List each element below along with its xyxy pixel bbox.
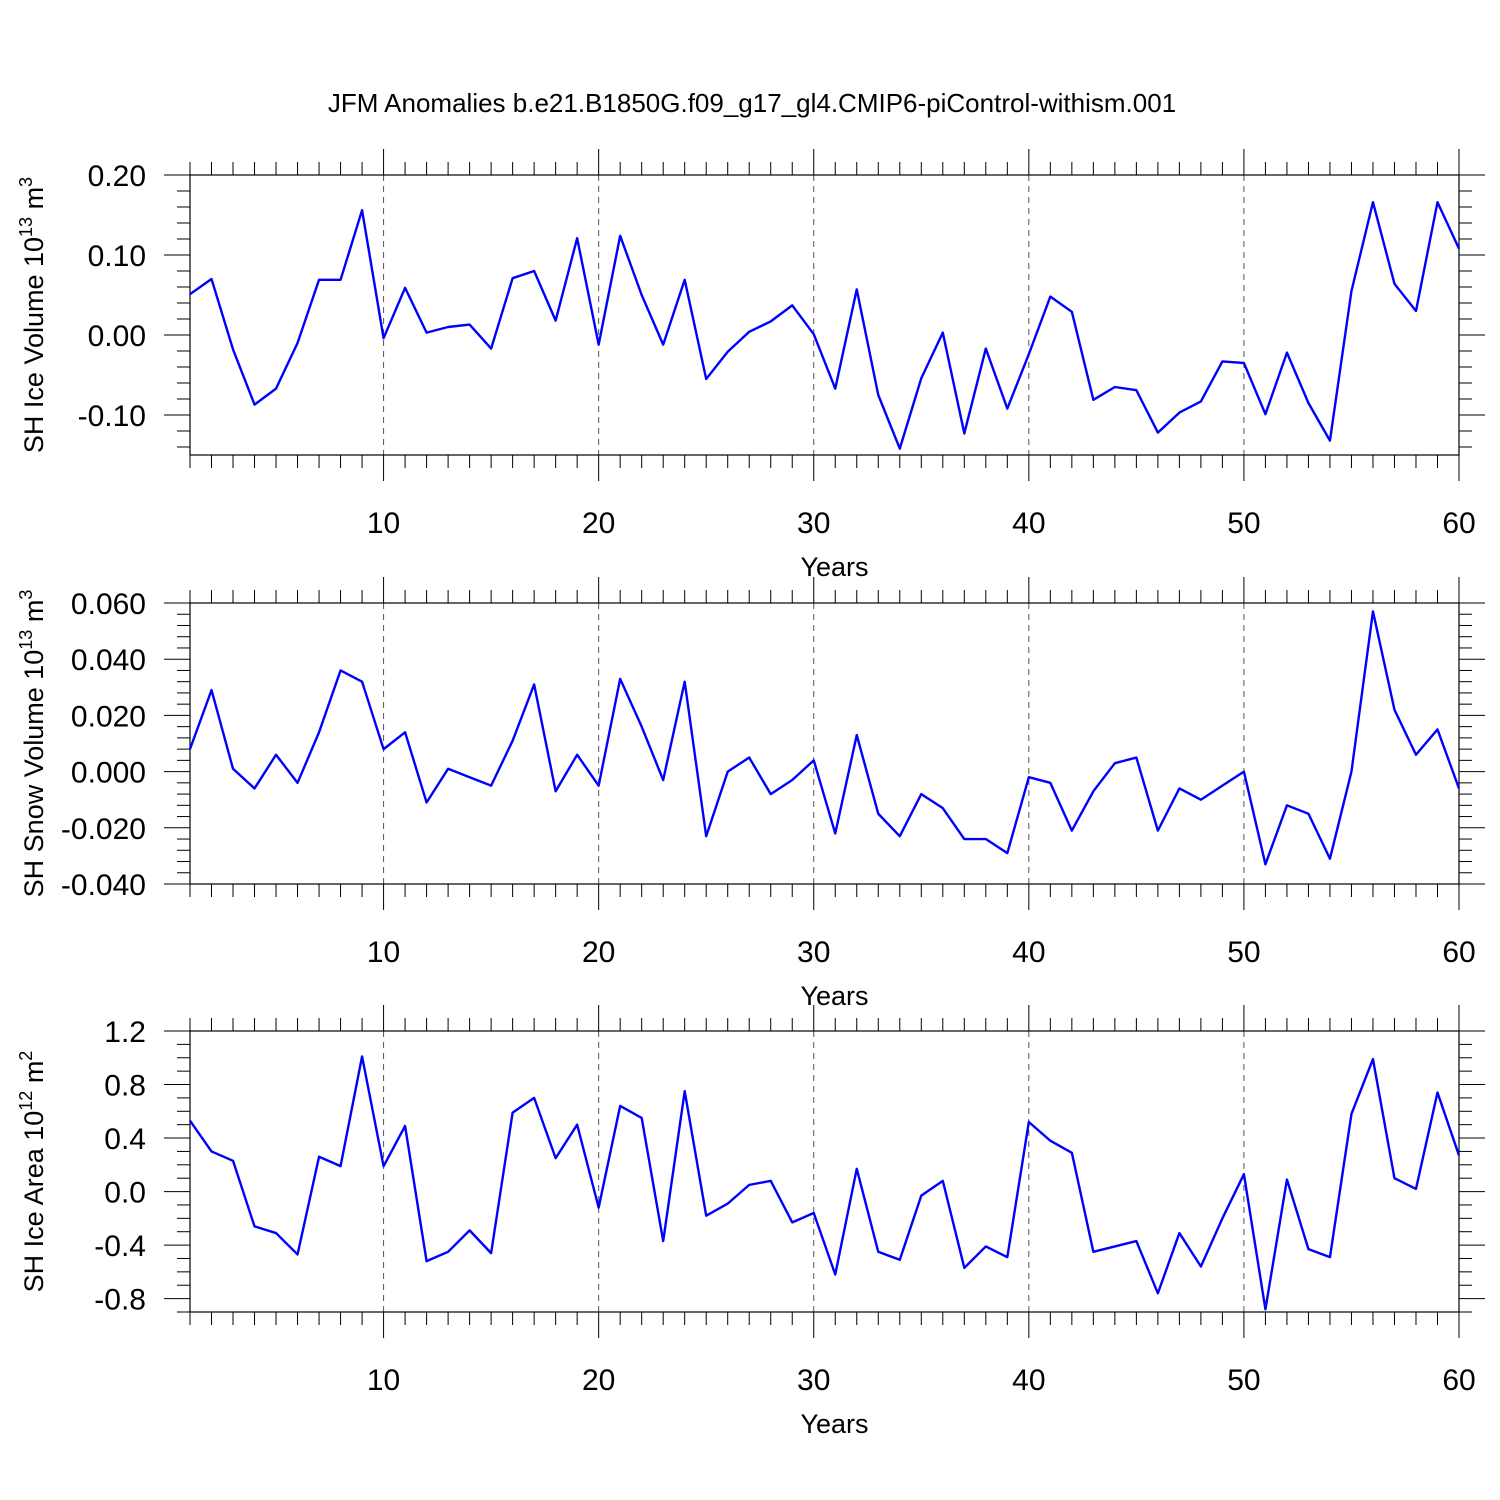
x-axis-title: Years	[800, 981, 868, 1011]
x-tick-label: 20	[582, 1364, 615, 1397]
series-line	[189, 200, 1461, 450]
x-tick-label: 40	[1012, 1364, 1045, 1397]
y-axis-title: SH Ice Area 1012 m2	[16, 1051, 49, 1293]
y-tick-label: 0.000	[71, 757, 146, 790]
x-tick-label: 20	[582, 507, 615, 540]
plot-frame	[189, 1030, 1460, 1313]
x-axis-title: Years	[800, 552, 868, 582]
y-tick-label: 0.10	[88, 240, 146, 273]
x-tick-label: 40	[1012, 507, 1045, 540]
y-label-unit: m	[19, 600, 49, 630]
x-tick-label: 60	[1442, 936, 1475, 969]
x-tick-label: 50	[1227, 936, 1260, 969]
y-label-main: SH Snow Volume 10	[19, 650, 49, 898]
x-tick-label: 30	[797, 936, 830, 969]
x-tick-label: 30	[797, 1364, 830, 1397]
chart-title: JFM Anomalies b.e21.B1850G.f09_g17_gl4.C…	[328, 88, 1176, 118]
y-label-exp: 13	[16, 630, 36, 650]
y-tick-label: 0.020	[71, 700, 146, 733]
x-tick-label: 60	[1442, 507, 1475, 540]
panel-3: 10 20 30 40 50 60 -0.8 -0.4 0.0 0.4 0.8 1.2 Years SH …	[16, 1005, 1485, 1439]
y-label-exp: 12	[16, 1091, 36, 1111]
x-tick-label: 10	[367, 936, 400, 969]
y-tick-label: 0.00	[88, 320, 146, 353]
series-line	[188, 610, 1461, 866]
y-tick-label: -0.020	[61, 813, 146, 846]
y-tick-label: -0.10	[78, 400, 146, 433]
x-tick-label: 40	[1012, 936, 1045, 969]
y-label-unit-exp: 3	[16, 177, 36, 187]
y-tick-label: -0.8	[94, 1284, 146, 1317]
y-label-unit-exp: 2	[16, 1051, 36, 1061]
x-tick-label: 30	[797, 507, 830, 540]
plot-frame	[189, 602, 1460, 885]
x-tick-label: 60	[1442, 1364, 1475, 1397]
y-tick-label: 0.060	[71, 588, 146, 621]
y-axis-title: SH Ice Volume 1013 m3	[16, 177, 49, 453]
x-tick-label: 10	[367, 1364, 400, 1397]
x-tick-label: 10	[367, 507, 400, 540]
y-label-main: SH Ice Area 10	[19, 1111, 49, 1293]
y-label-unit: m	[19, 187, 49, 217]
y-label-unit-exp: 3	[16, 590, 36, 600]
panel-1: 10 20 30 40 50 60 -0.10 0.00 0.10 0.20 Years SH Ice…	[16, 149, 1485, 582]
y-label-exp: 13	[16, 217, 36, 237]
y-tick-label: 0.4	[104, 1123, 146, 1156]
panels: 10 20 30 40 50 60 -0.10 0.00 0.10 0.20 Years SH Ice…	[16, 149, 1485, 1439]
x-tick-label: 20	[582, 936, 615, 969]
y-tick-label: -0.4	[94, 1230, 146, 1263]
y-axis-title: SH Snow Volume 1013 m3	[16, 590, 49, 898]
y-tick-label: -0.040	[61, 869, 146, 902]
x-tick-label: 50	[1227, 507, 1260, 540]
y-label-unit: m	[19, 1061, 49, 1091]
y-tick-label: 0.0	[104, 1177, 146, 1210]
y-tick-label: 0.040	[71, 644, 146, 677]
y-tick-label: 0.20	[88, 160, 146, 193]
plot-frame	[189, 174, 1460, 456]
series-line	[189, 1055, 1461, 1311]
y-tick-label: 1.2	[104, 1016, 146, 1049]
panel-2: 10 20 30 40 50 60 -0.040 -0.020 0.000 0.020 0.040 0…	[16, 577, 1485, 1011]
y-tick-label: 0.8	[104, 1070, 146, 1103]
y-label-main: SH Ice Volume 10	[19, 237, 49, 453]
x-axis-title: Years	[800, 1409, 868, 1439]
x-tick-label: 50	[1227, 1364, 1260, 1397]
